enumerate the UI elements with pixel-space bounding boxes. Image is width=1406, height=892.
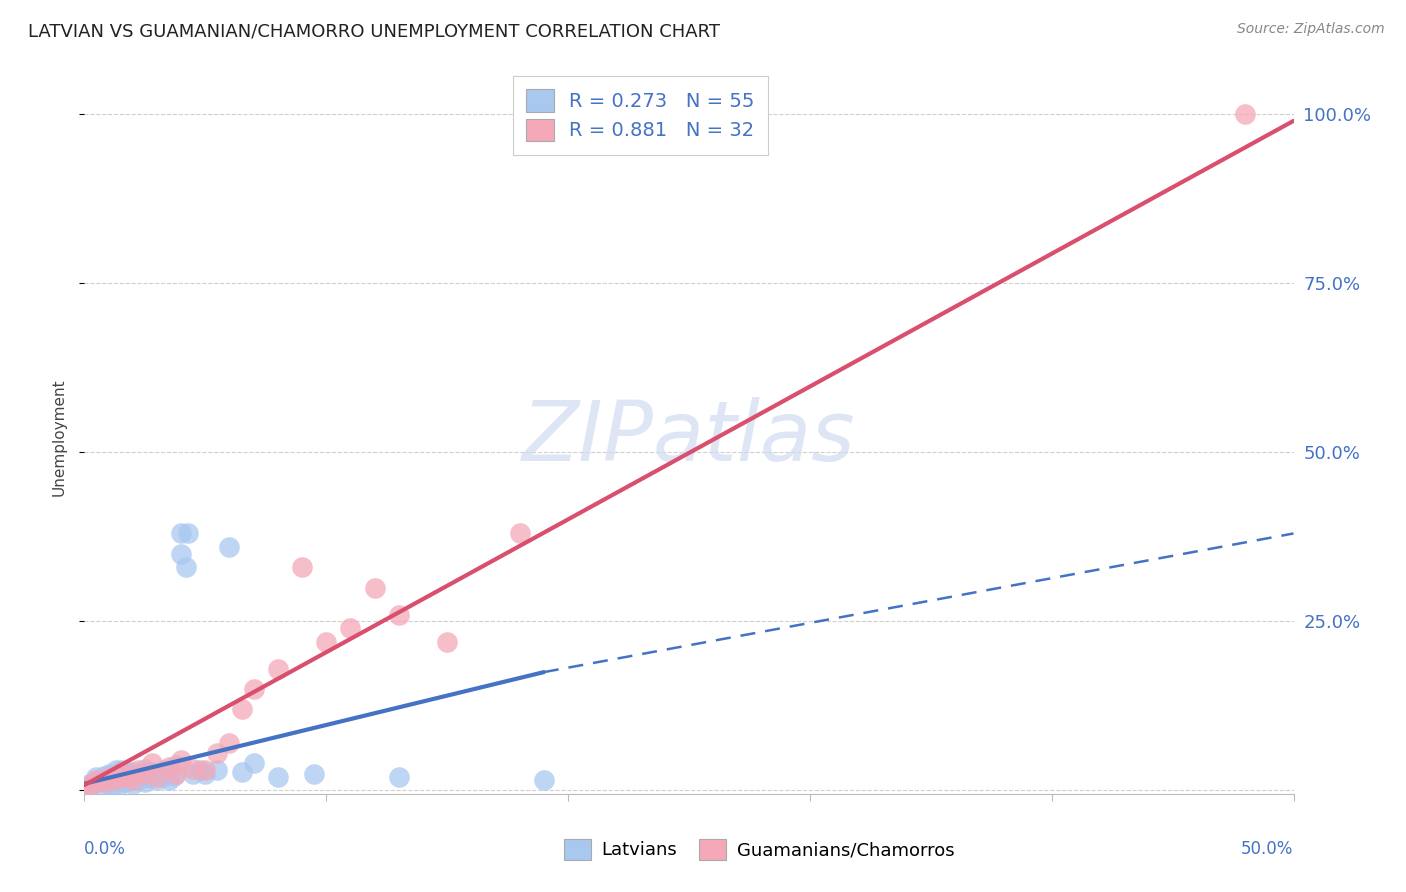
- Point: [121, 772, 143, 786]
- Point: [127, 763, 149, 777]
- Point: [103, 773, 125, 788]
- Point: [509, 526, 531, 541]
- Text: ZIPatlas: ZIPatlas: [522, 397, 856, 477]
- Point: [121, 773, 143, 788]
- Text: 0.0%: 0.0%: [84, 840, 127, 858]
- Point: [207, 747, 229, 761]
- Point: [267, 662, 290, 676]
- Text: 50.0%: 50.0%: [1241, 840, 1294, 858]
- Point: [134, 770, 156, 784]
- Point: [153, 763, 176, 777]
- Point: [110, 764, 132, 779]
- Point: [129, 766, 152, 780]
- Point: [138, 772, 160, 786]
- Point: [121, 764, 143, 779]
- Point: [86, 770, 108, 784]
- Point: [194, 763, 217, 777]
- Point: [388, 770, 411, 784]
- Point: [150, 770, 173, 784]
- Point: [80, 777, 103, 791]
- Point: [170, 526, 193, 541]
- Point: [146, 766, 169, 780]
- Point: [117, 764, 139, 779]
- Point: [127, 773, 149, 788]
- Point: [194, 766, 217, 780]
- Point: [110, 777, 132, 791]
- Point: [104, 769, 127, 783]
- Point: [315, 634, 337, 648]
- Point: [533, 773, 555, 788]
- Point: [97, 770, 120, 784]
- Point: [80, 778, 103, 792]
- Point: [97, 772, 120, 786]
- Point: [339, 621, 361, 635]
- Point: [73, 780, 96, 794]
- Point: [117, 769, 139, 783]
- Point: [302, 766, 325, 780]
- Point: [436, 634, 458, 648]
- Point: [93, 773, 115, 788]
- Point: [86, 775, 108, 789]
- Point: [103, 778, 125, 792]
- Point: [1234, 107, 1257, 121]
- Point: [146, 773, 169, 788]
- Point: [231, 764, 253, 779]
- Point: [242, 681, 264, 696]
- Point: [86, 773, 108, 788]
- Point: [291, 560, 314, 574]
- Point: [218, 540, 240, 554]
- Point: [110, 772, 132, 786]
- Point: [110, 763, 132, 777]
- Point: [114, 775, 136, 789]
- Point: [267, 770, 290, 784]
- Point: [177, 526, 200, 541]
- Point: [73, 780, 96, 794]
- Point: [170, 753, 193, 767]
- Point: [207, 763, 229, 777]
- Point: [121, 777, 143, 791]
- Point: [97, 766, 120, 780]
- Point: [77, 777, 100, 791]
- Point: [110, 770, 132, 784]
- Point: [141, 756, 163, 771]
- Point: [181, 762, 204, 776]
- Point: [363, 581, 385, 595]
- Legend: R = 0.273   N = 55, R = 0.881   N = 32: R = 0.273 N = 55, R = 0.881 N = 32: [513, 76, 768, 154]
- Text: Source: ZipAtlas.com: Source: ZipAtlas.com: [1237, 22, 1385, 37]
- Text: LATVIAN VS GUAMANIAN/CHAMORRO UNEMPLOYMENT CORRELATION CHART: LATVIAN VS GUAMANIAN/CHAMORRO UNEMPLOYME…: [28, 22, 720, 40]
- Point: [157, 764, 180, 779]
- Y-axis label: Unemployment: Unemployment: [51, 378, 66, 496]
- Point: [181, 766, 204, 780]
- Legend: Latvians, Guamanians/Chamorros: Latvians, Guamanians/Chamorros: [557, 831, 962, 867]
- Point: [97, 777, 120, 791]
- Point: [170, 547, 193, 561]
- Point: [103, 773, 125, 788]
- Point: [165, 766, 187, 780]
- Point: [163, 769, 186, 783]
- Point: [134, 766, 156, 780]
- Point: [242, 756, 264, 771]
- Point: [134, 775, 156, 789]
- Point: [165, 757, 187, 772]
- Point: [157, 760, 180, 774]
- Point: [117, 770, 139, 784]
- Point: [174, 560, 197, 574]
- Point: [134, 762, 156, 776]
- Point: [93, 769, 115, 783]
- Point: [231, 702, 253, 716]
- Point: [157, 773, 180, 788]
- Point: [110, 773, 132, 788]
- Point: [104, 763, 127, 777]
- Point: [388, 607, 411, 622]
- Point: [190, 763, 212, 777]
- Point: [93, 775, 115, 789]
- Point: [146, 770, 169, 784]
- Point: [90, 778, 112, 792]
- Point: [141, 764, 163, 779]
- Point: [218, 736, 240, 750]
